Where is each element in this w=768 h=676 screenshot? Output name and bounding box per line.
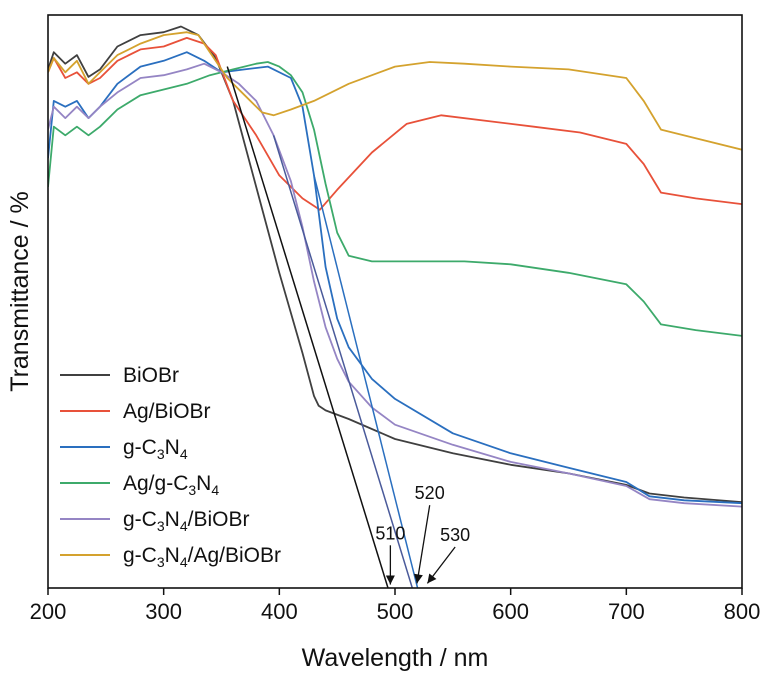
annotation-arrowhead xyxy=(427,573,437,584)
series-line-biobr xyxy=(48,25,742,503)
x-tick-label: 300 xyxy=(145,599,182,624)
legend: BiOBr Ag/BiOBr g-C3N4 Ag/g-C3N4 g-C3N4/BiOBr… xyxy=(60,364,281,570)
series-line-ag-biobr xyxy=(48,37,742,211)
y-axis-label: Transmittance / % xyxy=(6,191,34,392)
series-lines xyxy=(48,25,742,508)
tangent-lines xyxy=(226,66,419,588)
annotation-arrowhead xyxy=(385,575,395,585)
legend-label-g-c3n4-ag-biobr: g-C3N4/Ag/BiOBr xyxy=(123,544,281,570)
series-line-g-c3n4-ag-biobr xyxy=(48,31,742,151)
x-axis-label: Wavelength / nm xyxy=(302,644,489,672)
annotations: 510 520 530 xyxy=(375,483,470,585)
legend-label-ag-g-c3n4: Ag/g-C3N4 xyxy=(123,472,219,498)
x-tick-label: 200 xyxy=(30,599,67,624)
legend-label-ag-biobr: Ag/BiOBr xyxy=(123,400,211,423)
x-tick-label: 500 xyxy=(377,599,414,624)
tangent-line-biobr xyxy=(226,66,389,588)
x-tick-label: 400 xyxy=(261,599,298,624)
legend-label-biobr: BiOBr xyxy=(123,364,179,387)
annotation-arrow xyxy=(416,505,431,584)
annotation-label: 530 xyxy=(440,525,470,545)
annotation-arrowhead xyxy=(413,573,423,584)
annotation-label: 510 xyxy=(375,523,405,543)
annotation-label: 520 xyxy=(415,483,445,503)
tangent-line-g-c3n4 xyxy=(313,175,419,588)
x-axis-ticks: 200 300 400 500 600 700 800 xyxy=(30,588,761,624)
x-tick-label: 700 xyxy=(608,599,645,624)
x-tick-label: 800 xyxy=(724,599,761,624)
series-line-ag-g-c3n4 xyxy=(48,61,742,337)
tangent-line-g-c3n4-biobr xyxy=(272,135,414,588)
plot-frame xyxy=(47,14,743,589)
legend-label-g-c3n4-biobr: g-C3N4/BiOBr xyxy=(123,508,249,534)
legend-label-g-c3n4: g-C3N4 xyxy=(123,436,188,462)
series-line-g-c3n4-biobr xyxy=(48,62,742,508)
x-tick-label: 600 xyxy=(492,599,529,624)
